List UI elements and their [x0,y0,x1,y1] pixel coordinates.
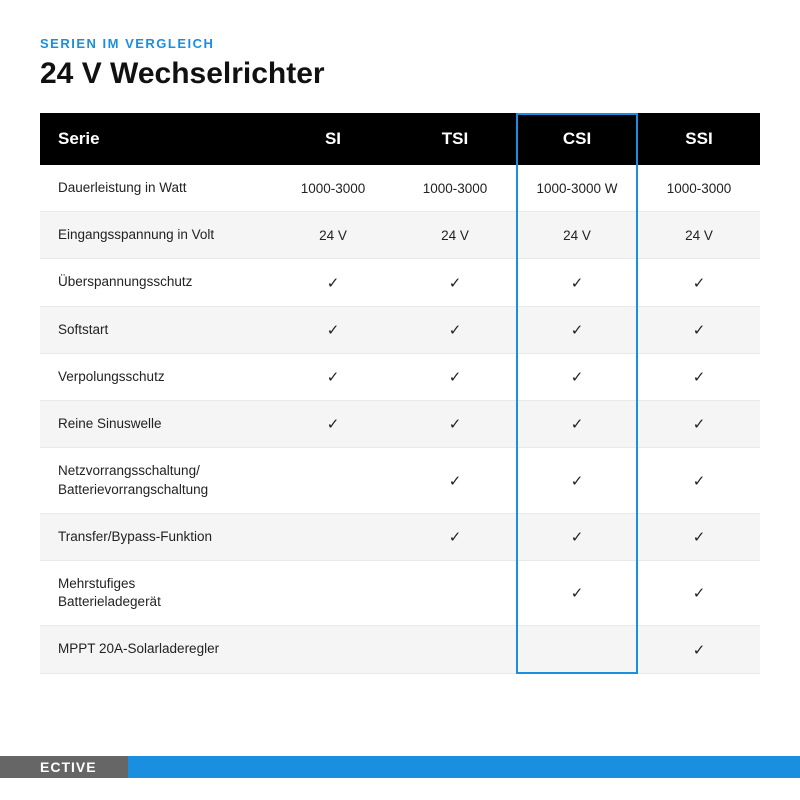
cell: ✓ [394,259,516,306]
cell: ✓ [394,353,516,400]
cell [272,626,394,673]
cell: ✓ [638,259,760,306]
cell: ✓ [516,513,638,560]
cell [272,513,394,560]
page-title: 24 V Wechselrichter [40,57,760,91]
cell: ✓ [516,306,638,353]
brand-label: ECTIVE [40,759,97,775]
feature-label: Dauerleistung in Watt [40,165,272,212]
feature-label: Softstart [40,306,272,353]
cell: 24 V [516,212,638,259]
table-row: MPPT 20A-Solarladeregler ✓ [40,626,760,673]
cell: ✓ [638,626,760,673]
cell: ✓ [638,401,760,448]
table-row: Überspannungsschutz✓✓✓✓ [40,259,760,306]
col-header-ssi: SSI [638,113,760,165]
cell: 24 V [272,212,394,259]
cell: 24 V [638,212,760,259]
cell: ✓ [516,448,638,513]
table-row: Eingangsspannung in Volt24 V24 V24 V24 V [40,212,760,259]
comparison-table: Serie SI TSI CSI SSI Dauerleistung in Wa… [40,113,760,674]
col-header-serie: Serie [40,113,272,165]
cell: ✓ [394,513,516,560]
cell [272,560,394,625]
feature-label: Reine Sinuswelle [40,401,272,448]
page: SERIEN IM VERGLEICH 24 V Wechselrichter … [0,0,800,800]
footer-bar: ECTIVE [0,756,800,778]
feature-label: MehrstufigesBatterieladegerät [40,560,272,625]
feature-label: Netzvorrangsschaltung/Batterievorrangsch… [40,448,272,513]
feature-label: Verpolungsschutz [40,353,272,400]
cell: 1000-3000 [272,165,394,212]
cell: 1000-3000 W [516,165,638,212]
cell: ✓ [638,448,760,513]
col-header-csi: CSI [516,113,638,165]
feature-label: Transfer/Bypass-Funktion [40,513,272,560]
cell: ✓ [394,448,516,513]
cell: ✓ [272,306,394,353]
cell: ✓ [638,353,760,400]
cell: ✓ [272,259,394,306]
cell: 1000-3000 [394,165,516,212]
table-row: MehrstufigesBatterieladegerät ✓✓ [40,560,760,625]
cell: ✓ [638,513,760,560]
feature-label: Überspannungsschutz [40,259,272,306]
cell: ✓ [516,401,638,448]
eyebrow: SERIEN IM VERGLEICH [40,36,760,51]
table-row: Dauerleistung in Watt1000-30001000-30001… [40,165,760,212]
cell [394,626,516,673]
col-header-tsi: TSI [394,113,516,165]
cell: ✓ [638,306,760,353]
cell: 24 V [394,212,516,259]
table-row: Reine Sinuswelle✓✓✓✓ [40,401,760,448]
table-row: Softstart✓✓✓✓ [40,306,760,353]
cell: ✓ [516,259,638,306]
cell: ✓ [272,401,394,448]
cell [394,560,516,625]
feature-label: MPPT 20A-Solarladeregler [40,626,272,673]
feature-label: Eingangsspannung in Volt [40,212,272,259]
table-row: Verpolungsschutz✓✓✓✓ [40,353,760,400]
table-row: Transfer/Bypass-Funktion✓✓✓ [40,513,760,560]
table-row: Netzvorrangsschaltung/Batterievorrangsch… [40,448,760,513]
col-header-si: SI [272,113,394,165]
cell [516,626,638,673]
footer-accent-bar [128,756,800,778]
cell: ✓ [516,353,638,400]
table-header-row: Serie SI TSI CSI SSI [40,113,760,165]
brand-block: ECTIVE [0,756,128,778]
cell: ✓ [638,560,760,625]
comparison-table-wrap: Serie SI TSI CSI SSI Dauerleistung in Wa… [40,113,760,674]
cell: ✓ [394,306,516,353]
cell: 1000-3000 [638,165,760,212]
cell: ✓ [516,560,638,625]
cell: ✓ [272,353,394,400]
cell [272,448,394,513]
cell: ✓ [394,401,516,448]
